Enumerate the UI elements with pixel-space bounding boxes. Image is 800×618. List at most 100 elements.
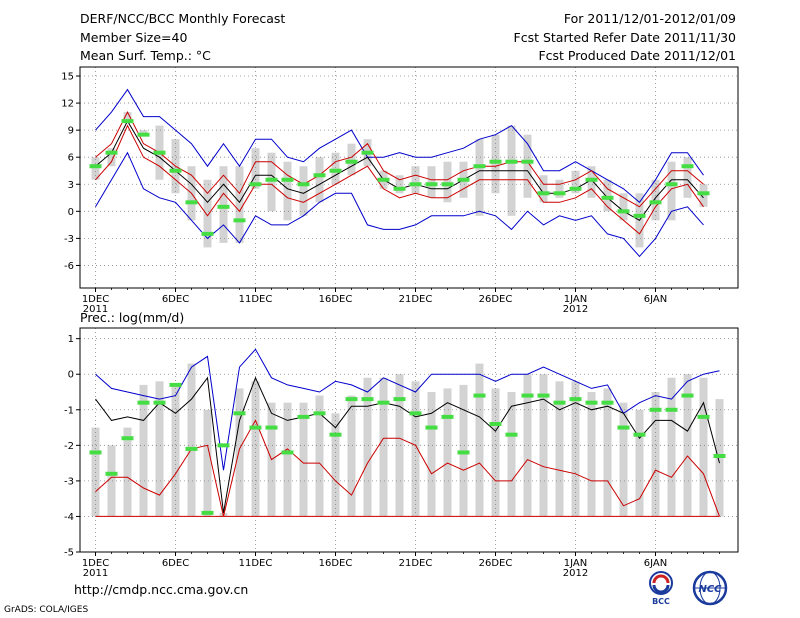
observation-marker (201, 231, 214, 236)
observation-marker (681, 393, 694, 398)
observation-marker (473, 393, 486, 398)
x-tick-label: 11DEC (239, 294, 273, 305)
plot-frame (79, 66, 739, 289)
x-tick-sublabel: 2011 (83, 568, 108, 579)
member-range-bar (315, 157, 324, 203)
member-range-bar (283, 402, 292, 517)
observation-marker (121, 119, 134, 124)
observation-marker (521, 159, 534, 164)
grads-credit: GrADS: COLA/IGES (4, 605, 89, 615)
member-range-bar (699, 377, 708, 517)
member-range-bar (395, 175, 404, 194)
observation-marker (489, 159, 502, 164)
observation-marker (665, 182, 678, 187)
observation-marker (249, 425, 262, 430)
member-range-bar (667, 161, 676, 221)
x-tick-label: 16DEC (319, 558, 353, 569)
observation-marker (233, 218, 246, 223)
member-range-bar (251, 148, 260, 189)
member-range-bar (91, 157, 100, 180)
series-line-upper-envelope (95, 348, 720, 471)
observation-marker (473, 164, 486, 169)
observation-marker (617, 425, 630, 430)
fcst-started-label: Fcst Started Refer Date 2011/11/30 (513, 30, 737, 45)
observation-marker (329, 168, 342, 173)
observation-marker (217, 204, 230, 209)
observation-marker (489, 422, 502, 426)
observation-marker (553, 191, 566, 196)
x-tick-label: 6JAN (644, 294, 667, 305)
member-range-bar (107, 445, 116, 517)
y-tick-label: -3 (64, 476, 74, 487)
observation-marker (537, 393, 550, 398)
observation-marker (713, 454, 726, 458)
x-tick-label: 1DEC (82, 558, 109, 569)
observation-marker (281, 177, 294, 182)
x-tick-label: 1DEC (82, 294, 109, 305)
x-tick-label: 21DEC (399, 558, 433, 569)
member-range-bar (203, 409, 212, 517)
member-range-bar (139, 384, 148, 517)
member-range-bar (203, 179, 212, 248)
observation-marker (153, 400, 166, 405)
observation-marker (217, 443, 230, 448)
plot-frame (79, 327, 739, 553)
observation-marker (649, 407, 662, 412)
x-tick-label: 21DEC (399, 294, 433, 305)
observation-marker (137, 400, 150, 405)
member-range-bar (555, 179, 564, 198)
member-range-bar (683, 374, 692, 517)
member-range-bar (443, 388, 452, 517)
bcc-logo-arc-blue (652, 584, 670, 594)
observation-marker (521, 393, 534, 398)
observation-marker (505, 159, 518, 164)
observation-marker (137, 132, 150, 137)
x-tick-sublabel: 2012 (563, 304, 588, 315)
series-line-lower-red (95, 419, 720, 517)
observation-marker (697, 191, 710, 196)
ncc-logo-text: NCC (698, 584, 722, 595)
member-range-bar (107, 148, 116, 167)
forecast-period-label: For 2011/12/01-2012/01/09 (563, 11, 736, 26)
observation-marker (249, 182, 262, 187)
observation-marker (313, 411, 326, 416)
member-range-bar (507, 392, 516, 517)
ncc-logo: NCC (692, 570, 728, 606)
observation-marker (537, 191, 550, 196)
observation-marker (585, 177, 598, 182)
y-tick-label: 6 (68, 153, 74, 164)
member-range-bar (363, 377, 372, 517)
member-range-bar (587, 166, 596, 198)
member-range-bar (123, 427, 132, 517)
observation-marker (393, 186, 406, 191)
source-url[interactable]: http://cmdp.ncc.cma.gov.cn (74, 582, 249, 597)
observation-marker (345, 397, 358, 402)
y-tick-label: 12 (61, 99, 74, 110)
observation-marker (345, 159, 358, 164)
x-tick-sublabel: 2012 (563, 568, 588, 579)
x-tick-label: 11DEC (239, 558, 273, 569)
member-range-bar (699, 184, 708, 207)
observation-marker (329, 432, 342, 437)
member-range-bar (395, 374, 404, 517)
precip-variable-label: Prec.: log(mm/d) (80, 310, 184, 325)
x-tick-label: 6JAN (644, 558, 667, 569)
x-tick-label: 6DEC (162, 294, 189, 305)
member-range-bar (587, 392, 596, 517)
observation-marker (601, 195, 614, 200)
x-tick-label: 26DEC (479, 294, 513, 305)
observation-marker (105, 150, 118, 155)
member-range-bar (171, 384, 180, 517)
member-range-bar (523, 374, 532, 517)
variable-label: Mean Surf. Temp.: °C (80, 48, 211, 63)
observation-marker (313, 173, 326, 178)
member-range-bar (315, 395, 324, 517)
observation-marker (185, 446, 198, 451)
observation-marker (89, 164, 102, 169)
y-tick-label: -5 (64, 548, 74, 559)
observation-marker (121, 436, 134, 441)
member-range-bar (331, 152, 340, 185)
member-range-bar (235, 388, 244, 517)
